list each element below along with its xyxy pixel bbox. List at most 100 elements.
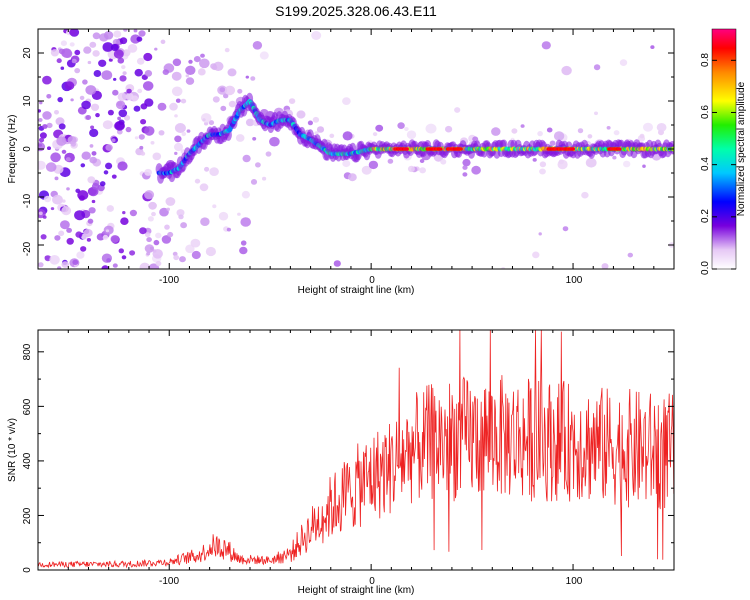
spectrogram-cell — [200, 217, 210, 226]
spectrogram-cell — [137, 88, 143, 94]
spectrogram-cell — [252, 137, 257, 141]
spectrogram-cell — [90, 103, 100, 112]
spectrogram-cell — [558, 159, 564, 165]
spectrogram-cell — [167, 231, 174, 238]
spectrogram-cell — [520, 124, 525, 128]
spectrogram-cell — [404, 147, 409, 151]
spectrogram-cell — [38, 160, 46, 170]
spectrogram-cell — [111, 138, 116, 143]
spectrogram-cell — [212, 204, 217, 209]
spectrogram-cell — [224, 47, 230, 53]
spectrogram-cell — [47, 146, 51, 150]
spectrogram-cell — [152, 249, 163, 259]
spectrogram-cell — [117, 92, 127, 102]
spectrogram-cell — [144, 244, 155, 253]
spectrogram-cell — [174, 135, 182, 143]
spectrogram-cell — [174, 114, 178, 118]
spectrogram-cell — [142, 81, 154, 91]
spectrogram-cell — [85, 85, 97, 95]
spectrogram-cell — [74, 68, 81, 74]
x-axis-label: Height of straight line (km) — [298, 585, 415, 596]
spectrogram-cell — [561, 65, 572, 76]
spectrogram-cell — [226, 227, 231, 232]
spectrogram-cell — [71, 58, 77, 64]
spectrogram-cell — [140, 103, 148, 110]
spectrogram-cell — [42, 124, 48, 129]
spectrogram-cell — [38, 211, 43, 216]
spectrogram-cell — [537, 131, 543, 137]
spectrogram-cell — [101, 265, 109, 269]
spectrogram-cell — [333, 260, 341, 267]
spectrogram-cell — [472, 136, 479, 142]
spectrogram-cell — [140, 119, 147, 125]
spectrogram-cell — [144, 168, 153, 176]
y-tick-label: -10 — [22, 193, 33, 208]
spectrogram-cell — [250, 179, 258, 185]
colorbar-tick-label: 0.2 — [700, 209, 711, 223]
spectrogram-cell — [342, 159, 351, 168]
spectrogram-cell — [140, 30, 145, 35]
spectrogram-cell — [237, 212, 241, 216]
spectrogram-cell — [66, 187, 70, 191]
x-tick-label: -100 — [159, 576, 179, 587]
spectrogram-cell — [115, 100, 126, 110]
spectrogram-cell — [532, 158, 537, 162]
spectrogram-cell — [122, 49, 131, 57]
x-tick-label: 100 — [566, 576, 583, 587]
spectrogram-cell — [46, 94, 52, 99]
spectrogram-cell — [185, 244, 195, 254]
spectrogram-cell — [144, 190, 155, 200]
snr-series-line — [38, 330, 674, 569]
spectrogram-cell — [107, 109, 114, 116]
spectrogram-cell — [80, 163, 86, 168]
spectrogram-cell — [532, 251, 540, 259]
spectrogram-cell — [288, 98, 296, 104]
snr-ticks — [38, 330, 675, 571]
spectrogram-cell — [601, 263, 609, 269]
spectrogram-cell — [93, 70, 102, 77]
spectrogram-cell — [91, 151, 97, 156]
spectrogram-cell — [87, 60, 92, 65]
spectrogram-cell — [89, 156, 97, 164]
spectrogram-cell — [211, 65, 218, 71]
spectrogram-cell — [407, 165, 415, 173]
spectrogram-cell — [173, 254, 180, 261]
spectrogram-cell — [185, 65, 196, 76]
spectrogram-cell — [60, 40, 67, 46]
spectrogram-cell — [250, 76, 256, 81]
spectrogram-cell — [541, 41, 551, 50]
spectrogram-cell — [458, 147, 463, 151]
spectrogram-cell — [209, 167, 219, 177]
spectrogram-cell — [656, 123, 667, 132]
spectrogram-cell — [200, 53, 205, 58]
spectrogram-cell — [54, 110, 59, 115]
spectrogram-cell — [161, 235, 172, 244]
spectrogram-cell — [375, 124, 384, 132]
spectrogram-cell — [44, 195, 52, 203]
spectrogram-cell — [85, 115, 92, 120]
spectrogram-cell — [46, 122, 53, 129]
snr-frame — [37, 329, 675, 571]
x-tick-label: -100 — [159, 275, 179, 286]
spectrogram-cell — [95, 113, 100, 118]
spectrogram-cell — [419, 167, 426, 174]
spectrogram-cell — [103, 31, 114, 40]
spectrogram-cell — [241, 190, 250, 199]
chart-title: S199.2025.328.06.43.E11 — [275, 3, 437, 19]
spectrogram-cell — [252, 41, 263, 50]
spectrogram-cell — [219, 87, 226, 93]
spectrogram-cell — [145, 232, 151, 238]
spectrogram-cell — [117, 57, 125, 64]
spectrogram-cell — [223, 93, 229, 99]
spectrogram-cell — [593, 64, 601, 71]
spectrogram-cell — [138, 134, 145, 140]
spectrogram-cell — [113, 49, 124, 59]
spectrogram-panel: -100 0 100 -20 -10 0 10 20 Height of str… — [7, 28, 675, 296]
spectrogram-cell — [99, 181, 106, 187]
spectrogram-cell — [307, 120, 313, 126]
spectrogram-cell — [162, 69, 169, 75]
spectrogram-cell — [228, 100, 236, 108]
y-tick-label: 200 — [22, 507, 33, 524]
spectrogram-cell — [642, 164, 646, 168]
